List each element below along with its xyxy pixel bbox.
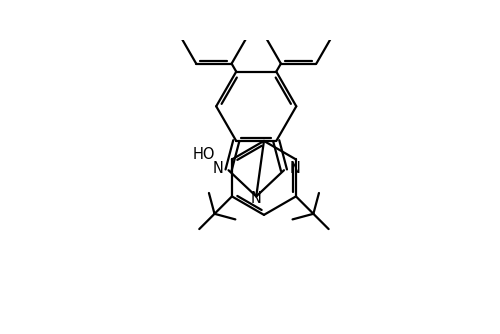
Text: N: N [212, 161, 223, 176]
Text: N: N [251, 191, 262, 206]
Text: HO: HO [192, 147, 215, 162]
Text: N: N [290, 161, 300, 176]
